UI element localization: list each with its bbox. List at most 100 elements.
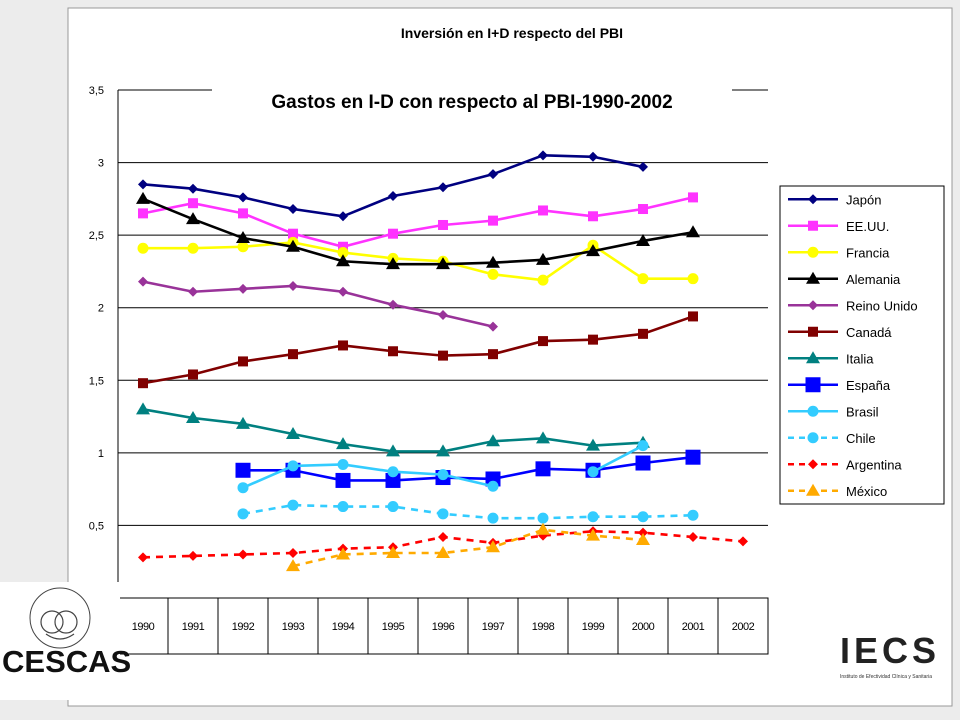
data-point [536, 431, 550, 444]
data-point [436, 546, 450, 559]
data-point [687, 273, 699, 285]
data-point [288, 280, 298, 291]
legend-swatch-marker [808, 194, 818, 205]
data-point [637, 273, 649, 285]
series-line [142, 196, 694, 249]
legend-label: Chile [846, 431, 876, 446]
legend-swatch-marker [807, 405, 819, 417]
data-point [437, 508, 449, 520]
x-tick-label: 1990 [132, 621, 155, 633]
series-9 [237, 499, 699, 524]
series-11 [286, 522, 650, 572]
legend-swatch-marker [808, 326, 818, 337]
data-point [638, 161, 648, 172]
x-tick-label: 2002 [732, 621, 755, 633]
x-tick-label: 1991 [182, 621, 205, 633]
data-point [637, 511, 649, 523]
legend-swatch-marker [807, 432, 819, 444]
legend-label: Brasil [846, 404, 879, 419]
data-point [686, 225, 700, 238]
data-point [588, 151, 598, 162]
data-point [287, 460, 299, 472]
data-point [338, 241, 348, 252]
data-point [238, 549, 248, 560]
series-1 [138, 192, 698, 252]
y-tick-label: 1 [98, 448, 104, 460]
data-point [586, 438, 600, 451]
data-point [238, 192, 248, 203]
chart-subtitle: Gastos en I-D con respecto al PBI-1990-2… [212, 88, 732, 118]
data-point [688, 532, 698, 543]
legend-swatch-marker [808, 459, 818, 470]
data-point [288, 548, 298, 559]
data-point [638, 527, 648, 538]
legend-item: Alemania [788, 271, 901, 287]
data-point [387, 466, 399, 478]
data-point [288, 228, 298, 239]
data-point [337, 501, 349, 513]
data-point [288, 204, 298, 215]
data-point [537, 512, 549, 524]
data-point [188, 369, 198, 380]
iecs-subtitle: Instituto de Efectividad Clínica y Sanit… [840, 674, 932, 680]
data-point [388, 190, 398, 201]
legend-item: Argentina [788, 457, 902, 472]
data-point [486, 540, 500, 553]
legend-label: México [846, 484, 887, 499]
data-point [488, 215, 498, 226]
data-point [238, 208, 248, 219]
series-line [143, 241, 693, 282]
legend-swatch-marker [806, 351, 820, 364]
data-point [386, 444, 400, 457]
data-point [286, 559, 300, 572]
legend-label: Italia [846, 351, 874, 366]
data-point [236, 416, 250, 429]
series-line [243, 455, 694, 482]
data-point [286, 239, 300, 252]
data-point [338, 286, 348, 297]
data-point [138, 552, 148, 563]
data-point [685, 449, 701, 465]
series-10 [138, 526, 748, 563]
data-point [537, 274, 549, 286]
data-point [438, 532, 448, 543]
x-tick-label: 1997 [482, 621, 505, 633]
data-point [487, 512, 499, 524]
series-2 [137, 236, 699, 286]
data-point [538, 336, 548, 347]
data-point [588, 211, 598, 222]
legend-item: Canadá [788, 325, 892, 340]
data-point [335, 472, 351, 488]
data-point [286, 426, 300, 439]
data-point [387, 501, 399, 513]
data-point [538, 205, 548, 216]
legend-item: Chile [788, 431, 876, 446]
data-point [236, 231, 250, 244]
x-tick-label: 1992 [232, 621, 255, 633]
data-point [338, 211, 348, 222]
series-0 [138, 150, 648, 222]
data-point [388, 346, 398, 357]
data-point [336, 547, 350, 560]
series-5 [138, 311, 698, 389]
data-point [638, 328, 648, 339]
data-point [386, 257, 400, 270]
data-point [186, 411, 200, 424]
legend-item: España [788, 377, 891, 393]
data-point [138, 208, 148, 219]
data-point [438, 350, 448, 361]
data-point [635, 455, 651, 471]
y-tick-label: 3,5 [89, 85, 104, 97]
data-point [586, 244, 600, 257]
data-point [488, 169, 498, 180]
legend: Japón EE.UU. Francia Alemania Reino Unido Can… [779, 185, 945, 505]
data-point [388, 299, 398, 310]
y-tick-label: 3 [98, 158, 104, 170]
data-point [288, 349, 298, 360]
data-point [436, 257, 450, 270]
data-point [237, 508, 249, 520]
data-point [586, 528, 600, 541]
data-point [588, 334, 598, 345]
data-point [486, 255, 500, 268]
legend-swatch-marker [806, 271, 820, 284]
